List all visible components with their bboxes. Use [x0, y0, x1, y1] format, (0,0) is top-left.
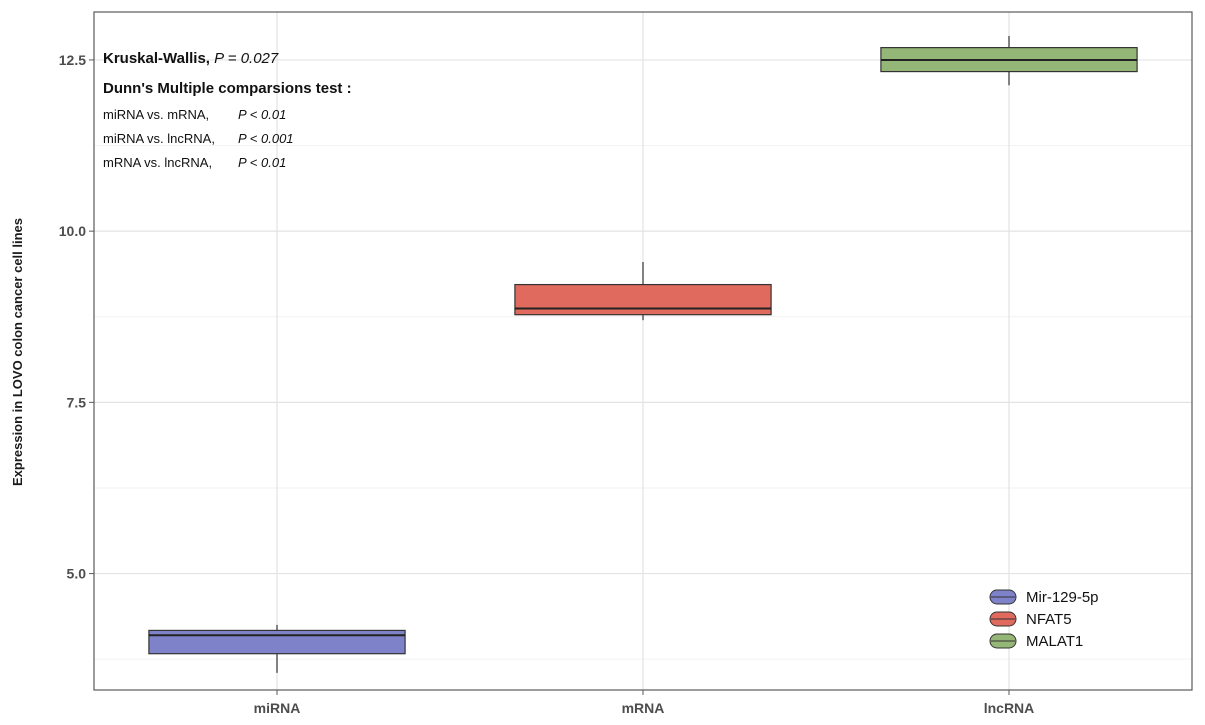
y-axis: 5.0 7.5 10.0 12.5: [59, 52, 94, 582]
x-tick-label: lncRNA: [984, 700, 1035, 716]
y-tick-label: 12.5: [59, 52, 86, 68]
y-tick-label: 5.0: [67, 566, 87, 582]
legend-item: MALAT1: [989, 633, 1083, 650]
box-iqr: [514, 283, 772, 316]
comparison-label: miRNA vs. lncRNA,: [103, 131, 215, 146]
kruskal-wallis-label: Kruskal-Wallis,: [103, 50, 214, 67]
comparison-label: miRNA vs. mRNA,: [103, 107, 209, 122]
box-miRNA: [148, 624, 406, 673]
kruskal-wallis-p: P = 0.027: [214, 50, 279, 67]
box-lncRNA: [880, 35, 1138, 86]
stats-annotation: Kruskal-Wallis, P = 0.027 Dunn's Multipl…: [103, 50, 352, 170]
major-gridlines: [94, 12, 1192, 690]
y-tick-label: 10.0: [59, 223, 86, 239]
y-axis-title: Expression in LOVO colon cancer cell lin…: [10, 218, 25, 486]
comparison-p: P < 0.001: [238, 131, 294, 146]
comparison-label: mRNA vs. lncRNA,: [103, 155, 212, 170]
box-mRNA: [514, 261, 772, 321]
box-iqr: [148, 629, 406, 655]
comparison-p: P < 0.01: [238, 155, 286, 170]
kruskal-wallis-annotation: Kruskal-Wallis, P = 0.027: [103, 50, 279, 67]
legend-label: MALAT1: [1026, 633, 1083, 650]
legend-label: Mir-129-5p: [1026, 589, 1099, 606]
x-axis: miRNA mRNA lncRNA: [254, 690, 1035, 716]
legend-label: NFAT5: [1026, 611, 1072, 628]
legend-item: Mir-129-5p: [989, 589, 1099, 606]
box-series: [148, 35, 1138, 673]
legend: Mir-129-5p NFAT5 MALAT1: [989, 589, 1099, 650]
x-tick-label: miRNA: [254, 700, 301, 716]
y-tick-label: 7.5: [67, 394, 87, 410]
x-tick-label: mRNA: [622, 700, 665, 716]
dunn-test-title: Dunn's Multiple comparsions test :: [103, 80, 352, 97]
comparison-p: P < 0.01: [238, 107, 286, 122]
legend-item: NFAT5: [989, 611, 1072, 628]
